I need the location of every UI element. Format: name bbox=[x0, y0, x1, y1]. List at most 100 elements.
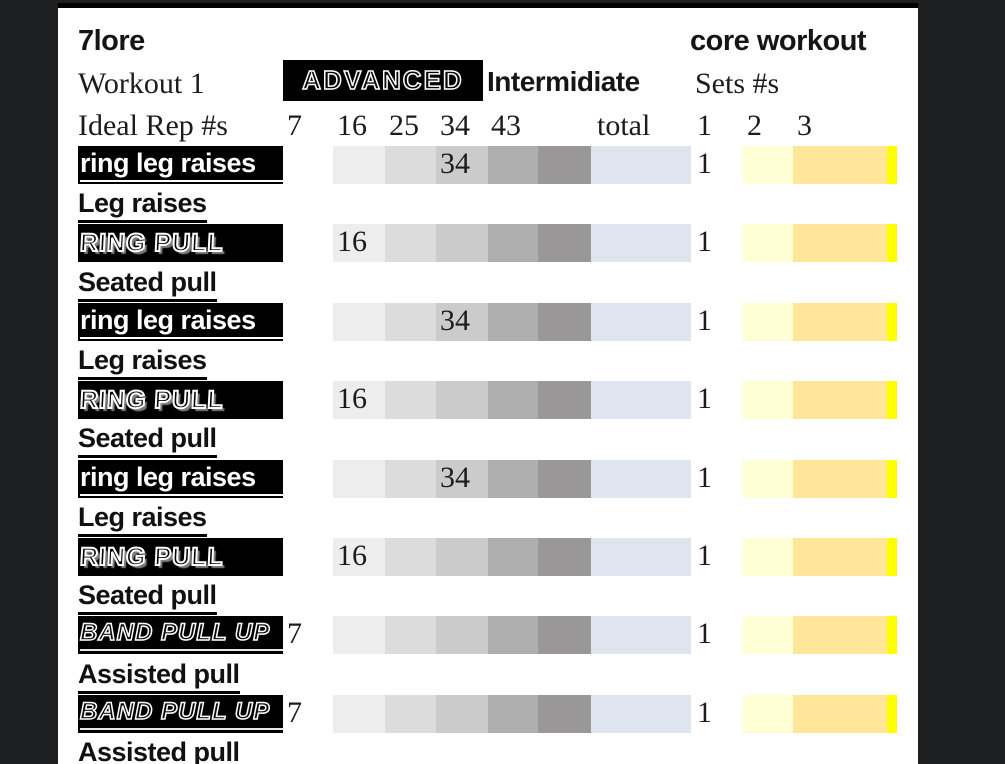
exercise-label: RING PULL bbox=[78, 228, 225, 258]
rep-scale-cell bbox=[436, 302, 488, 341]
level-label: Intermidiate bbox=[487, 66, 640, 97]
set-col-header-1[interactable]: 1 bbox=[697, 109, 712, 142]
total-cell[interactable] bbox=[591, 224, 691, 263]
set-col-header-3[interactable]: 3 bbox=[797, 109, 812, 142]
rep-value-cell[interactable]: 7 bbox=[287, 617, 302, 651]
set-count-cell[interactable]: 1 bbox=[697, 695, 712, 729]
rep-scale-cell bbox=[538, 616, 591, 655]
exercise-label-cell[interactable]: RING PULL bbox=[78, 224, 283, 263]
exercise-label-cell[interactable]: ring leg raises bbox=[78, 146, 283, 184]
rep-scale-cell bbox=[488, 224, 538, 263]
rep-scale-cell bbox=[488, 381, 538, 420]
set-count-cell[interactable]: 1 bbox=[697, 147, 712, 180]
set-col-header-2[interactable]: 2 bbox=[747, 109, 762, 142]
exercise-label-cell[interactable]: Seated pull bbox=[78, 267, 217, 302]
exercise-label-cell[interactable]: Seated pull bbox=[78, 580, 217, 616]
rep-scale-cell bbox=[436, 224, 488, 263]
rep-scale-cell bbox=[333, 694, 385, 733]
total-cell[interactable] bbox=[591, 459, 691, 498]
set-count-cell[interactable]: 1 bbox=[697, 617, 712, 651]
rep-value-cell[interactable]: 16 bbox=[337, 539, 367, 572]
rep-scale-cell bbox=[436, 538, 488, 576]
workout-label-cell[interactable]: Workout 1 bbox=[78, 67, 205, 100]
exercise-label-cell[interactable]: Leg raises bbox=[78, 188, 207, 224]
rep-scale-cell bbox=[333, 302, 385, 341]
total-cell[interactable] bbox=[591, 694, 691, 733]
rep-col-header-43[interactable]: 43 bbox=[491, 109, 521, 142]
sets-label-cell: Sets #s bbox=[695, 67, 780, 100]
set-scale-cell bbox=[793, 381, 887, 420]
exercise-label: BAND PULL UP bbox=[79, 619, 283, 652]
exercise-label-cell[interactable]: RING PULL bbox=[78, 538, 283, 576]
rep-scale-cell bbox=[488, 459, 538, 498]
exercise-label: RING PULL bbox=[78, 542, 225, 572]
exercise-row: ring leg raises 34 1 bbox=[58, 459, 918, 498]
exercise-label-cell[interactable]: Leg raises bbox=[78, 345, 207, 380]
rep-value-cell[interactable]: 16 bbox=[337, 382, 367, 416]
rep-scale-cell bbox=[436, 616, 488, 655]
exercise-row: RING PULL 16 1 bbox=[58, 381, 918, 420]
rep-value-cell[interactable]: 34 bbox=[440, 303, 470, 337]
set-scale-cell bbox=[743, 302, 793, 341]
rep-scale-cell bbox=[385, 694, 436, 733]
set-count-cell[interactable]: 1 bbox=[697, 382, 712, 416]
workout-group-title: core workout bbox=[690, 25, 867, 57]
set-count-cell[interactable]: 1 bbox=[697, 303, 712, 337]
exercise-row: Leg raises bbox=[58, 499, 918, 537]
rep-scale-cell bbox=[538, 538, 591, 576]
highlight-strip bbox=[887, 302, 897, 341]
rep-col-header-7[interactable]: 7 bbox=[287, 109, 302, 142]
exercise-row: RING PULL 16 1 bbox=[58, 538, 918, 576]
rep-value-cell[interactable]: 7 bbox=[287, 695, 302, 729]
exercise-label-cell[interactable]: BAND PULL UP bbox=[78, 694, 283, 733]
rep-scale-cell bbox=[385, 538, 436, 576]
rep-col-header-16[interactable]: 16 bbox=[337, 109, 367, 142]
rep-scale-cell bbox=[385, 146, 436, 184]
rep-scale-cell bbox=[488, 616, 538, 655]
total-cell[interactable] bbox=[591, 302, 691, 341]
exercise-row: Seated pull bbox=[58, 577, 918, 616]
rep-scale-cell bbox=[538, 302, 591, 341]
exercise-label-cell[interactable]: ring leg raises bbox=[78, 459, 283, 498]
exercise-label-cell[interactable]: Seated pull bbox=[78, 423, 217, 459]
exercise-label-cell[interactable]: RING PULL bbox=[78, 381, 283, 420]
rep-col-header-34[interactable]: 34 bbox=[440, 109, 470, 142]
set-scale-cell bbox=[743, 224, 793, 263]
rep-value-cell[interactable]: 34 bbox=[440, 460, 470, 494]
sheet-top-border bbox=[58, 3, 918, 8]
rep-scale-cell bbox=[385, 616, 436, 655]
set-scale-cell bbox=[743, 538, 793, 576]
rep-scale-cell bbox=[488, 146, 538, 184]
exercise-label-cell[interactable]: Assisted pull bbox=[78, 737, 240, 764]
total-cell[interactable] bbox=[591, 616, 691, 655]
rep-scale-cell bbox=[488, 538, 538, 576]
set-scale-cell bbox=[793, 302, 887, 341]
total-cell[interactable] bbox=[591, 146, 691, 184]
set-count-cell[interactable]: 1 bbox=[697, 539, 712, 572]
rep-col-header-25[interactable]: 25 bbox=[389, 109, 419, 142]
set-scale-cell bbox=[743, 146, 793, 184]
exercise-row: ring leg raises 34 1 bbox=[58, 302, 918, 341]
rep-scale-cell bbox=[385, 381, 436, 420]
exercise-row: Assisted pull bbox=[58, 656, 918, 694]
exercise-label-cell[interactable]: Leg raises bbox=[78, 502, 207, 537]
rep-scale-cell bbox=[333, 616, 385, 655]
ideal-rep-label-cell: Ideal Rep #s bbox=[78, 109, 228, 142]
set-count-cell[interactable]: 1 bbox=[697, 460, 712, 494]
rep-value-cell[interactable]: 34 bbox=[440, 147, 470, 180]
total-col-header[interactable]: total bbox=[597, 109, 651, 142]
total-cell[interactable] bbox=[591, 538, 691, 576]
page-title: 7lore bbox=[78, 25, 145, 57]
rep-value-cell[interactable]: 16 bbox=[337, 225, 367, 259]
total-cell[interactable] bbox=[591, 381, 691, 420]
rep-scale-cell bbox=[436, 381, 488, 420]
exercise-label-cell[interactable]: ring leg raises bbox=[78, 302, 283, 341]
set-count-cell[interactable]: 1 bbox=[697, 225, 712, 259]
rep-scale-cell bbox=[538, 694, 591, 733]
exercise-label-cell[interactable]: BAND PULL UP bbox=[78, 616, 283, 655]
exercise-label-cell[interactable]: Assisted pull bbox=[78, 659, 240, 694]
highlight-strip bbox=[887, 538, 897, 576]
worksheet[interactable]: 7lore core workout Workout 1 ADVANCED In… bbox=[58, 3, 918, 764]
set-scale-cell bbox=[743, 459, 793, 498]
